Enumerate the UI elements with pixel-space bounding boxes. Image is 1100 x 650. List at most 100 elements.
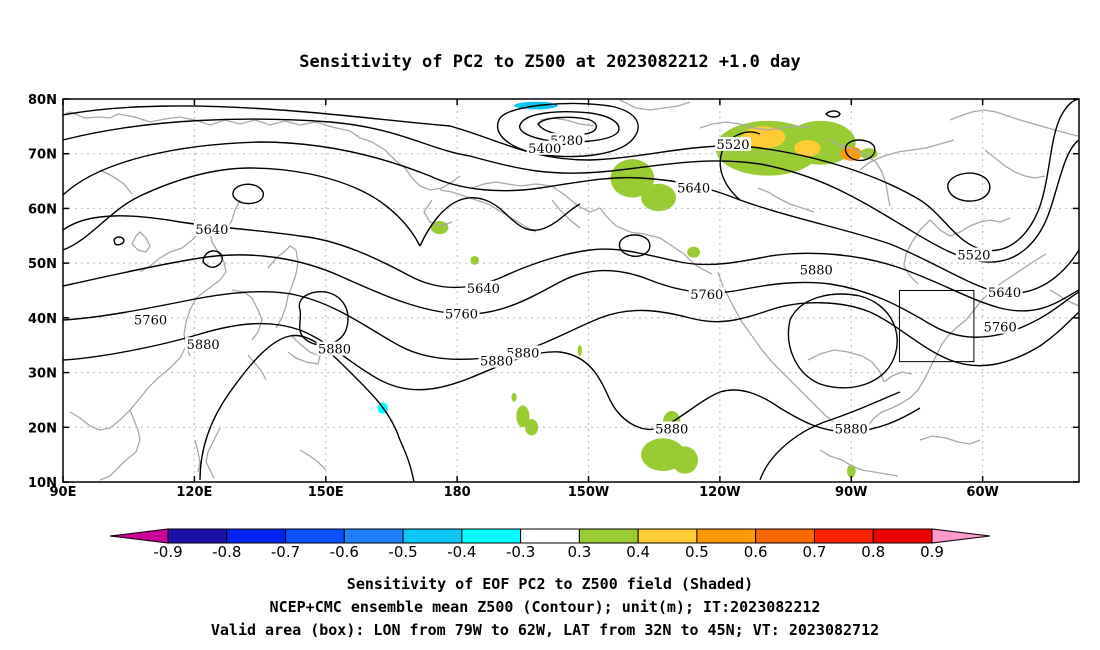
x-tick-label: 120E [176, 485, 212, 500]
contour-label: 5760 [984, 321, 1017, 336]
shading-patch [794, 140, 821, 157]
contour-nc [844, 139, 876, 162]
contour-label-bg [955, 247, 992, 262]
colorbar-label: 0.6 [744, 543, 768, 561]
x-tick-label: 90E [50, 485, 77, 500]
contour-label-bg [132, 312, 169, 327]
colorbar-box [285, 528, 345, 544]
contour-label: 5880 [318, 343, 351, 358]
contour-label: 5400 [528, 142, 561, 157]
colorbar-box [872, 528, 933, 544]
contour-label-bg [465, 280, 502, 295]
colorbar-label: 0.8 [861, 543, 885, 561]
valid-area-box [898, 290, 975, 363]
contour-label: 5760 [134, 314, 167, 329]
contour-label-bg [675, 180, 712, 195]
contour-label: 5640 [195, 223, 228, 238]
contour-small1 [232, 183, 264, 205]
colorbar-label: 0.9 [920, 543, 944, 561]
contour-small4 [618, 234, 651, 257]
colorbar-label: 0.3 [567, 543, 591, 561]
footer-line-1: Sensitivity of EOF PC2 to Z500 field (Sh… [347, 575, 753, 593]
colorbar-label: -0.9 [153, 543, 182, 561]
shading-patch [947, 215, 966, 229]
colorbar-box [755, 528, 815, 544]
contour-label-bg [185, 337, 222, 352]
contour-small-nw [825, 110, 841, 118]
contour-label: 5640 [467, 282, 500, 297]
shading-patch [888, 200, 911, 212]
coastlines [63, 99, 1079, 481]
contour-label-bg [798, 262, 835, 277]
contour-low-ne [947, 172, 991, 202]
contour-label-bg [653, 421, 690, 436]
y-tick-label: 10N [28, 476, 57, 491]
contour-5880c [759, 391, 901, 481]
contour-label-bg [443, 306, 480, 321]
contour-label: 5880 [655, 422, 688, 437]
y-tick-label: 50N [28, 257, 57, 272]
colorbar-label: 0.4 [626, 543, 650, 561]
contour-5880-high [787, 293, 898, 389]
contour-small2 [202, 250, 223, 268]
shading-patch [404, 104, 449, 127]
shading-patch [687, 246, 701, 258]
contour-label: 5760 [690, 288, 723, 303]
shading-patch [641, 183, 677, 212]
contour-label-bg [193, 221, 230, 236]
colorbar-box [813, 528, 874, 544]
contour-5640b [63, 215, 1079, 312]
shading-patch [232, 220, 244, 230]
x-tick-label: 120W [699, 485, 740, 500]
colorbar-box [637, 528, 698, 544]
contour-5760b [63, 290, 1079, 367]
colorbar-box [226, 528, 287, 544]
contour-5280 [518, 111, 620, 143]
shading-patch [671, 446, 698, 474]
chart-title: Sensitivity of PC2 to Z500 at 2023082212… [299, 52, 801, 72]
contour-label-bg [833, 421, 870, 436]
colorbar-label: -0.7 [271, 543, 300, 561]
x-tick-label: 150W [568, 485, 609, 500]
shading-patch [511, 392, 517, 402]
contour-ridge-central [419, 196, 581, 247]
z500-contours [63, 99, 1079, 482]
contour-label-bg [986, 285, 1023, 300]
footer-line-3: Valid area (box): LON from 79W to 62W, L… [211, 621, 879, 639]
contour-5400 [497, 102, 639, 158]
shading-patch [242, 196, 252, 204]
colorbar-label: 0.5 [685, 543, 709, 561]
contour-label: 5880 [187, 338, 220, 353]
contour-label: 5880 [835, 422, 868, 437]
contour-5880b [199, 334, 415, 482]
colorbar-label: 0.7 [803, 543, 827, 561]
colorbar-box [461, 528, 522, 544]
colorbar-label: -0.8 [212, 543, 241, 561]
shading-patch [360, 99, 414, 116]
y-tick-label: 30N [28, 367, 57, 382]
contour-small3 [113, 236, 125, 246]
x-tick-label: 150E [308, 485, 344, 500]
shading-patch [470, 256, 480, 265]
footer-line-2: NCEP+CMC ensemble mean Z500 (Contour); u… [270, 598, 821, 616]
contour-low-nw [298, 291, 349, 346]
x-tick-label: 60W [966, 485, 998, 500]
x-tick-label: 90W [835, 485, 867, 500]
y-tick-label: 80N [28, 93, 57, 108]
colorbar: -0.9 -0.8 -0.7 -0.6 -0.5 -0.4 -0.3 0.3 0.4 0.5 0.6… [109, 528, 991, 561]
x-axis-ticks: 90E 120E 150E 180 150W 120W 90W 60W [50, 99, 999, 500]
colorbar-box [343, 528, 404, 544]
contour-label: 5880 [480, 355, 513, 370]
contour-label-bg [478, 353, 515, 368]
contour-nw-ridge [63, 167, 421, 251]
contour-label-bg [526, 140, 563, 155]
contour-label: 5520 [957, 248, 990, 263]
colorbar-label: -0.4 [447, 543, 476, 561]
colorbar-box [578, 528, 639, 544]
colorbar-label: -0.6 [330, 543, 359, 561]
colorbar-label: -0.5 [388, 543, 417, 561]
shading-patch [347, 328, 383, 384]
map-frame [62, 98, 1080, 483]
